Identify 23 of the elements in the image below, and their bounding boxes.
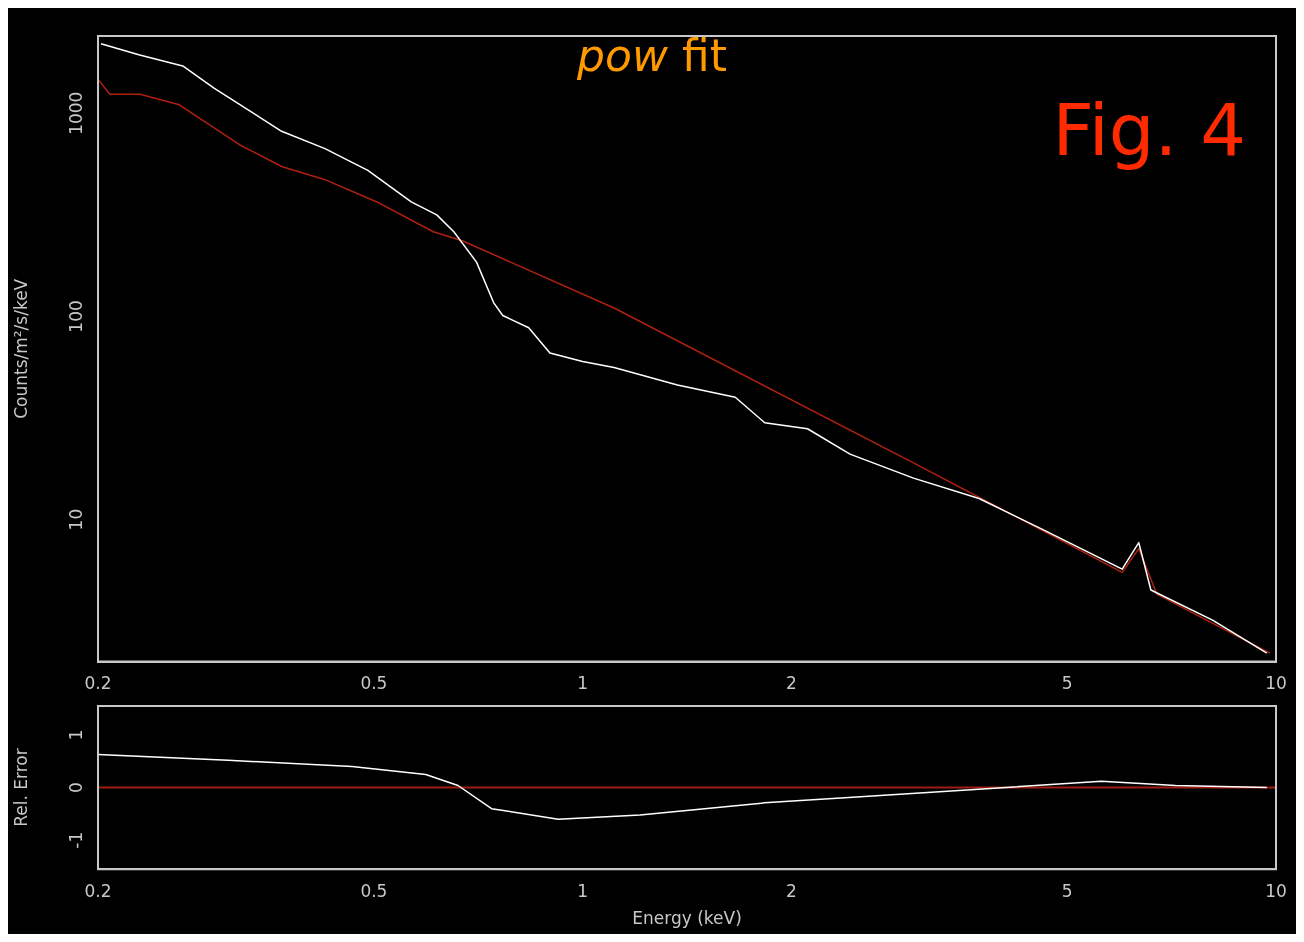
x-tick-label: 5 <box>1061 673 1073 694</box>
y-tick-label: 0 <box>66 782 87 794</box>
y-tick-label: -1 <box>66 831 87 849</box>
x-axis-title: Energy (keV) <box>632 908 742 929</box>
y-tick-label: 10 <box>66 508 87 531</box>
x-tick-label: 5 <box>1061 880 1073 901</box>
annotation: Fig. 4 <box>1052 88 1246 172</box>
x-tick-label: 1 <box>577 673 589 694</box>
x-tick-label: 2 <box>785 673 797 694</box>
y-axis-title: Counts/m²/s/keV <box>10 278 31 419</box>
x-tick-label: 0.2 <box>84 673 112 694</box>
x-tick-label: 0.2 <box>84 880 112 901</box>
x-tick-label: 0.5 <box>360 880 388 901</box>
x-tick-label: 1 <box>577 880 589 901</box>
y-tick-label: 1000 <box>66 91 87 135</box>
y-axis-title: Rel. Error <box>10 748 31 827</box>
y-tick-label: 100 <box>66 300 87 333</box>
y-tick-label: 1 <box>66 729 87 741</box>
x-tick-label: 0.5 <box>360 673 388 694</box>
chart-title: pow fit <box>577 30 727 81</box>
x-tick-label: 10 <box>1265 880 1287 901</box>
x-tick-label: 10 <box>1265 673 1287 694</box>
x-tick-label: 2 <box>785 880 797 901</box>
